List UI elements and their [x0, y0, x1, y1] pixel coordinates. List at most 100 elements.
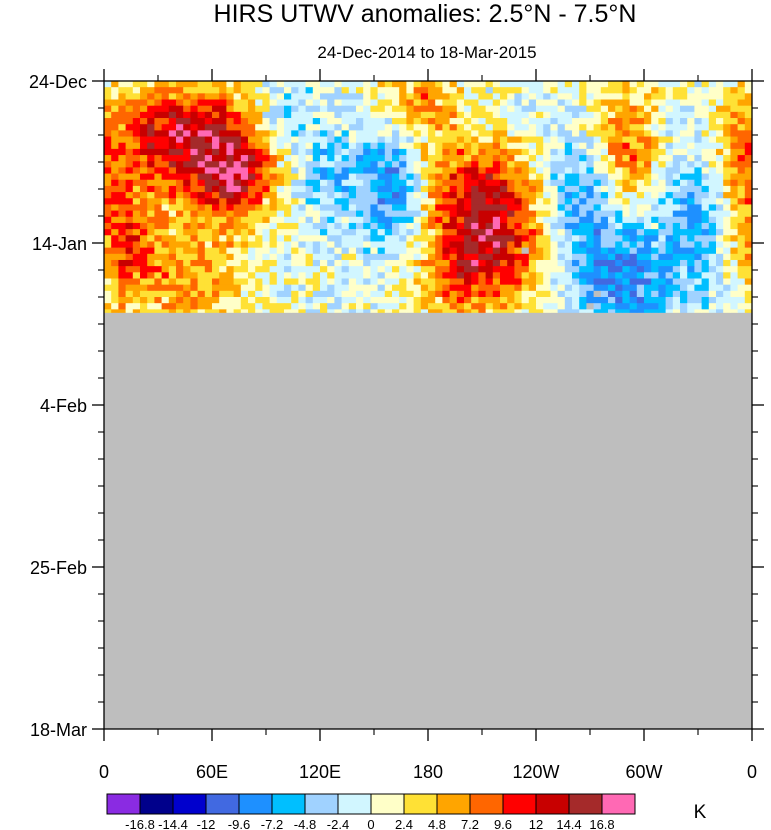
heatmap-cell [572, 266, 580, 273]
heatmap-cell [608, 185, 616, 193]
heatmap-cell [147, 179, 155, 187]
heatmap-cell [492, 192, 501, 199]
heatmap-cell [593, 111, 602, 119]
heatmap-cell [687, 167, 695, 174]
heatmap-cell [636, 272, 645, 279]
heatmap-cell [248, 124, 256, 131]
heatmap-cell [507, 99, 515, 107]
heatmap-cell [744, 173, 753, 181]
heatmap-cell [737, 185, 746, 193]
heatmap-cell [485, 118, 494, 125]
heatmap-cell [420, 290, 429, 298]
heatmap-cell [262, 179, 270, 187]
heatmap-cell [651, 185, 659, 193]
heatmap-cell [644, 93, 652, 100]
heatmap-cell [197, 290, 206, 298]
heatmap-cell [687, 198, 695, 205]
heatmap-cell [435, 155, 443, 162]
heatmap-cell [636, 198, 645, 205]
heatmap-cell [521, 105, 530, 113]
heatmap-cell [420, 93, 429, 100]
heatmap-cell [248, 222, 256, 230]
heatmap-cell [341, 179, 350, 187]
heatmap-cell [600, 278, 609, 286]
heatmap-cell [255, 185, 263, 193]
heatmap-cell [334, 167, 342, 174]
heatmap-cell [240, 229, 249, 236]
heatmap-cell [140, 179, 148, 187]
heatmap-cell [485, 93, 494, 100]
heatmap-cell [348, 87, 357, 94]
heatmap-cell [723, 179, 731, 187]
heatmap-cell [593, 87, 602, 94]
heatmap-cell [528, 130, 537, 137]
heatmap-cell [125, 93, 134, 100]
heatmap-cell [528, 210, 537, 218]
heatmap-cell [471, 87, 479, 94]
heatmap-cell [233, 222, 242, 230]
heatmap-cell [449, 309, 458, 313]
heatmap-cell [564, 309, 573, 313]
heatmap-cell [435, 105, 443, 113]
heatmap-cell [161, 148, 170, 156]
heatmap-cell [744, 142, 753, 150]
heatmap-cell [291, 155, 299, 162]
heatmap-cell [255, 148, 263, 156]
heatmap-cell [341, 185, 350, 193]
heatmap-cell [111, 216, 119, 224]
heatmap-cell [168, 185, 177, 193]
heatmap-cell [500, 173, 508, 181]
heatmap-cell [233, 192, 242, 199]
heatmap-cell [334, 81, 342, 88]
heatmap-cell [550, 247, 558, 255]
heatmap-cell [644, 216, 652, 224]
heatmap-cell [744, 124, 753, 131]
heatmap-cell [651, 278, 659, 286]
heatmap-cell [622, 284, 630, 292]
heatmap-cell [737, 235, 746, 242]
heatmap-cell [420, 284, 429, 292]
heatmap-cell [168, 167, 177, 174]
heatmap-cell [226, 155, 234, 162]
heatmap-cell [413, 167, 422, 174]
heatmap-cell [694, 278, 702, 286]
heatmap-cell [615, 266, 623, 273]
heatmap-cell [334, 173, 342, 181]
heatmap-cell [586, 93, 594, 100]
heatmap-cell [255, 136, 263, 144]
heatmap-cell [226, 111, 234, 119]
heatmap-cell [420, 148, 429, 156]
heatmap-cell [694, 241, 702, 249]
heatmap-cell [492, 155, 501, 162]
heatmap-cell [622, 204, 630, 211]
heatmap-cell [190, 148, 198, 156]
heatmap-cell [564, 272, 573, 279]
heatmap-cell [348, 198, 357, 205]
heatmap-cell [636, 284, 645, 292]
heatmap-cell [600, 290, 609, 298]
heatmap-cell [600, 216, 609, 224]
heatmap-cell [233, 278, 242, 286]
heatmap-cell [392, 235, 400, 242]
heatmap-cell [644, 278, 652, 286]
heatmap-cell [226, 130, 234, 137]
heatmap-cell [485, 99, 494, 107]
heatmap-cell [464, 309, 472, 313]
heatmap-cell [183, 235, 191, 242]
heatmap-cell [665, 278, 674, 286]
heatmap-cell [147, 111, 155, 119]
heatmap-cell [500, 204, 508, 211]
heatmap-cell [212, 142, 220, 150]
heatmap-cell [636, 87, 645, 94]
heatmap-cell [449, 278, 458, 286]
heatmap-cell [168, 266, 177, 273]
heatmap-cell [608, 105, 616, 113]
heatmap-cell [118, 204, 126, 211]
heatmap-cell [226, 99, 234, 107]
heatmap-cell [406, 142, 414, 150]
heatmap-cell [464, 204, 472, 211]
heatmap-cell [449, 87, 458, 94]
heatmap-cell [140, 185, 148, 193]
heatmap-cell [672, 290, 681, 298]
heatmap-cell [392, 142, 400, 150]
